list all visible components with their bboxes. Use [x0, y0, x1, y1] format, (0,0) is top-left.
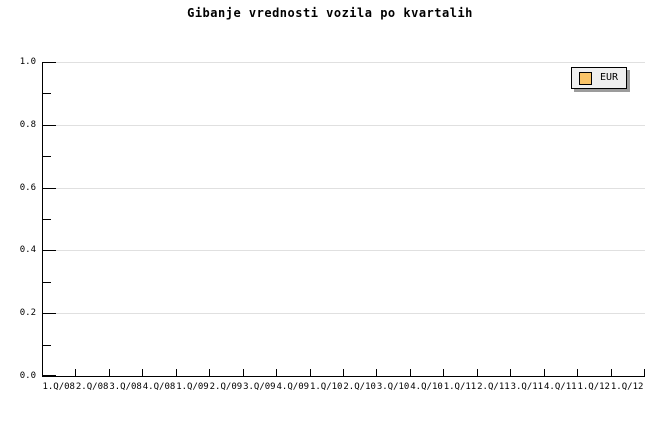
y-axis-tick-label: 0.0 [19, 371, 36, 381]
y-axis-tick-label: 0.6 [19, 183, 36, 193]
legend-series-label: EUR [600, 72, 619, 83]
x-tick [276, 369, 277, 376]
x-tick [477, 369, 478, 376]
plot-area [42, 62, 645, 377]
horizontal-gridline [43, 62, 645, 63]
y-major-tick [43, 62, 56, 63]
chart-title: Gibanje vrednosti vozila po kvartalih [187, 6, 473, 20]
y-axis-tick-label: 0.2 [19, 308, 36, 318]
x-axis-tick-label: 2.Q/10 [343, 382, 376, 392]
x-axis-tick-label: 3.Q/11 [510, 382, 544, 392]
y-major-tick [43, 313, 56, 314]
x-tick [343, 369, 344, 376]
x-tick [644, 369, 645, 376]
y-minor-tick [43, 345, 51, 346]
x-tick [443, 369, 444, 376]
x-tick [611, 369, 612, 376]
x-tick [176, 369, 177, 376]
x-axis-tick-label: 2.Q/09 [209, 382, 243, 392]
horizontal-gridline [43, 313, 645, 314]
x-axis-tick-label: 1.Q/12 [610, 382, 644, 392]
x-axis-tick-label: 4.Q/11 [544, 382, 577, 392]
y-major-tick [43, 375, 56, 376]
x-tick [376, 369, 377, 376]
x-axis-tick-label: 4.Q/10 [410, 382, 443, 392]
y-major-tick [43, 250, 56, 251]
legend-box: EUR [571, 67, 627, 89]
x-tick [142, 369, 143, 376]
y-minor-tick [43, 282, 51, 283]
y-minor-tick [43, 93, 51, 94]
x-tick [510, 369, 511, 376]
y-axis-tick-label: 1.0 [19, 57, 36, 67]
x-axis-tick-label: 4.Q/09 [276, 382, 310, 392]
legend-swatch-icon [579, 71, 592, 85]
x-axis-tick-label: 1.Q/09 [176, 382, 209, 392]
y-axis-tick-labels: 1.0 0.8 0.6 0.4 0.2 0.0 [0, 0, 37, 440]
y-axis-tick-label: 0.8 [19, 120, 36, 130]
x-axis-tick-label: 2.Q/08 [75, 382, 109, 392]
y-minor-tick [43, 156, 51, 157]
x-axis-tick-label: 4.Q/08 [142, 382, 176, 392]
x-tick [544, 369, 545, 376]
x-tick [109, 369, 110, 376]
horizontal-gridline [43, 250, 645, 251]
horizontal-gridline [43, 188, 645, 189]
x-axis-tick-label: 3.Q/09 [243, 382, 276, 392]
x-axis-tick-label: 1.Q/10 [309, 382, 343, 392]
x-tick [243, 369, 244, 376]
x-tick [577, 369, 578, 376]
x-tick [75, 369, 76, 376]
y-major-tick [43, 188, 56, 189]
x-axis-tick-label: 1.Q/12 [577, 382, 610, 392]
x-axis-tick-label: 2.Q/11 [477, 382, 510, 392]
x-axis-tick-label: 1.Q/11 [443, 382, 477, 392]
y-minor-tick [43, 219, 51, 220]
y-major-tick [43, 125, 56, 126]
x-tick [410, 369, 411, 376]
x-axis-tick-labels: 1.Q/08 2.Q/08 3.Q/08 4.Q/08 1.Q/09 2.Q/09 3.Q/… [42, 382, 644, 393]
x-axis-tick-label: 3.Q/10 [376, 382, 410, 392]
x-tick [209, 369, 210, 376]
x-axis-tick-label: 1.Q/08 [42, 382, 75, 392]
x-tick [310, 369, 311, 376]
horizontal-gridline [43, 125, 645, 126]
y-axis-tick-label: 0.4 [19, 245, 36, 255]
x-axis-tick-label: 3.Q/08 [109, 382, 142, 392]
